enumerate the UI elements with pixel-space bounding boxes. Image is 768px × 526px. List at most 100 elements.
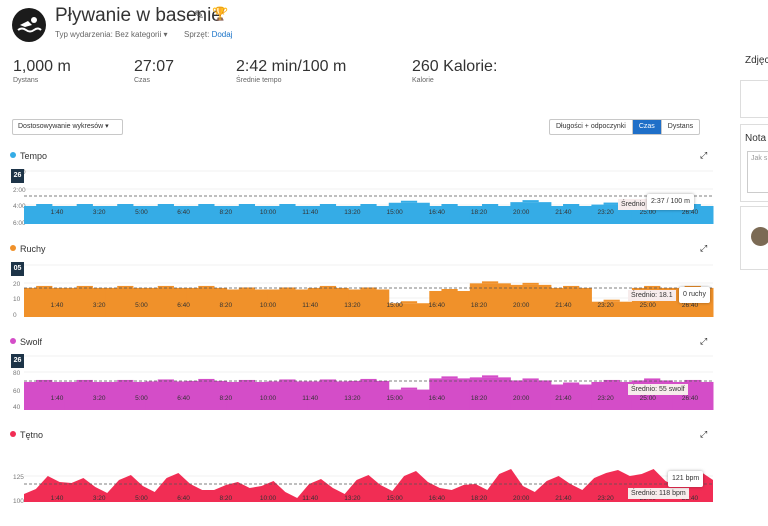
bar-step xyxy=(481,281,499,284)
edit-title-icon[interactable]: ✎ xyxy=(194,8,205,22)
notes-panel xyxy=(740,124,768,202)
add-gear-link[interactable]: Dodaj xyxy=(211,30,233,39)
x-tick-label: 18:20 xyxy=(471,495,488,502)
bar-step xyxy=(36,285,53,288)
expand-icon[interactable]: ⤢ xyxy=(700,429,708,439)
expand-icon[interactable]: ⤢ xyxy=(700,336,708,346)
bar xyxy=(226,289,268,317)
chart-title-label: Tempo xyxy=(20,151,48,161)
x-tick-label: 21:40 xyxy=(555,302,572,309)
bar-step xyxy=(603,299,620,302)
bar-step xyxy=(360,378,377,381)
x-tick-label: 13:20 xyxy=(344,395,361,402)
chart-title-label: Ruchy xyxy=(20,244,46,254)
bar xyxy=(348,289,390,317)
x-tick-label: 1:40 xyxy=(51,495,64,502)
x-tick-label: 16:40 xyxy=(429,395,446,402)
average-label: Średnio: 118 bpm xyxy=(628,488,689,499)
hover-tooltip: 2:37 / 100 m xyxy=(647,194,694,210)
bar-step xyxy=(400,301,418,304)
x-tick-label: 23:20 xyxy=(597,209,614,216)
event-type-select[interactable]: Typ wydarzenia: Bez kategorii ▾ xyxy=(55,30,168,39)
y-tick-label: 60 xyxy=(13,388,21,395)
bar-step xyxy=(522,200,539,203)
bar xyxy=(24,381,66,410)
bar xyxy=(388,202,430,224)
x-tick-label: 8:20 xyxy=(219,495,232,502)
x-tick-label: 6:40 xyxy=(177,495,190,502)
bar xyxy=(388,303,430,317)
x-tick-label: 5:00 xyxy=(135,395,148,402)
y-tick-label: 100 xyxy=(13,498,24,505)
bar-step xyxy=(644,378,661,381)
x-tick-label: 20:00 xyxy=(513,495,530,502)
bar-step xyxy=(238,287,256,290)
bar-step xyxy=(400,387,418,390)
chart-badge: 26 xyxy=(11,169,24,183)
segment-time[interactable]: Czas xyxy=(631,120,661,134)
photos-panel[interactable] xyxy=(740,80,768,118)
swimmer-icon xyxy=(12,8,46,42)
x-tick-label: 6:40 xyxy=(177,209,190,216)
expand-icon[interactable]: ⤢ xyxy=(700,150,708,160)
bar-step xyxy=(198,378,215,381)
x-tick-label: 6:40 xyxy=(177,302,190,309)
bar xyxy=(186,206,228,224)
x-tick-label: 5:00 xyxy=(135,302,148,309)
bar-step xyxy=(684,285,701,288)
x-tick-label: 15:00 xyxy=(386,395,403,402)
x-tick-label: 20:00 xyxy=(513,302,530,309)
bar xyxy=(105,206,147,224)
x-tick-label: 16:40 xyxy=(429,209,446,216)
x-tick-label: 1:40 xyxy=(51,395,64,402)
segment-lengths[interactable]: Długości + odpoczynki xyxy=(556,123,626,130)
bar-step xyxy=(563,382,580,385)
bar-step xyxy=(603,202,620,205)
y-tick-label: 6:00 xyxy=(13,220,26,227)
legend-dot xyxy=(10,245,16,251)
bar-step xyxy=(238,204,256,207)
bar-step xyxy=(319,285,337,288)
segment-distance[interactable]: Dystans xyxy=(660,120,699,134)
x-tick-label: 10:00 xyxy=(260,209,277,216)
y-tick-label: 4:00 xyxy=(13,203,26,210)
chart-title-tetno: Tętno xyxy=(10,430,43,440)
bar-step xyxy=(563,204,580,207)
bar-step xyxy=(279,204,296,207)
plot-area: 125 100 1:40 3:20 5:00 6:40 8:20 10:00 11:40 13:2… xyxy=(13,469,713,505)
chart-title-ruchy: Ruchy xyxy=(10,244,46,254)
x-tick-label: 1:40 xyxy=(51,302,64,309)
avatar xyxy=(751,227,768,246)
trophy-icon[interactable]: 🏆 xyxy=(212,6,229,21)
x-tick-label: 3:20 xyxy=(93,495,106,502)
x-tick-label: 21:40 xyxy=(555,209,572,216)
bar xyxy=(429,206,471,224)
notes-input[interactable]: Jak s xyxy=(747,151,768,193)
activity-header: Pływanie w basenie ✎ 🏆 Typ wydarzenia: B… xyxy=(0,0,768,50)
stat-label: Dystans xyxy=(13,77,39,84)
legend-dot xyxy=(10,338,16,344)
x-tick-label: 16:40 xyxy=(429,495,446,502)
bar xyxy=(469,283,511,317)
x-tick-label: 11:40 xyxy=(302,395,318,402)
bar xyxy=(24,287,66,317)
expand-icon[interactable]: ⤢ xyxy=(700,243,708,253)
hover-tooltip: 121 bpm xyxy=(668,471,704,487)
x-tick-label: 26:40 xyxy=(682,495,699,502)
x-tick-label: 20:00 xyxy=(513,209,530,216)
x-tick-label: 8:20 xyxy=(219,302,232,309)
bar-step xyxy=(198,285,215,288)
bar-step xyxy=(157,285,174,288)
customize-charts-button[interactable]: Dostosowywanie wykresów ▾ xyxy=(12,119,123,135)
average-label: Średnio: 55 swolf xyxy=(628,384,688,395)
bar-step xyxy=(481,375,499,378)
y-tick-label: 125 xyxy=(13,474,24,481)
average-label: Średnio: 18.1 xyxy=(628,290,676,301)
y-tick-label: 80 xyxy=(13,370,21,377)
y-tick-label: 2:00 xyxy=(13,187,26,194)
bar xyxy=(510,202,552,224)
x-axis-mode-toggle: Długości + odpoczynki Czas Dystans xyxy=(549,119,701,135)
x-tick-label: 18:20 xyxy=(471,302,488,309)
bar xyxy=(186,380,228,410)
